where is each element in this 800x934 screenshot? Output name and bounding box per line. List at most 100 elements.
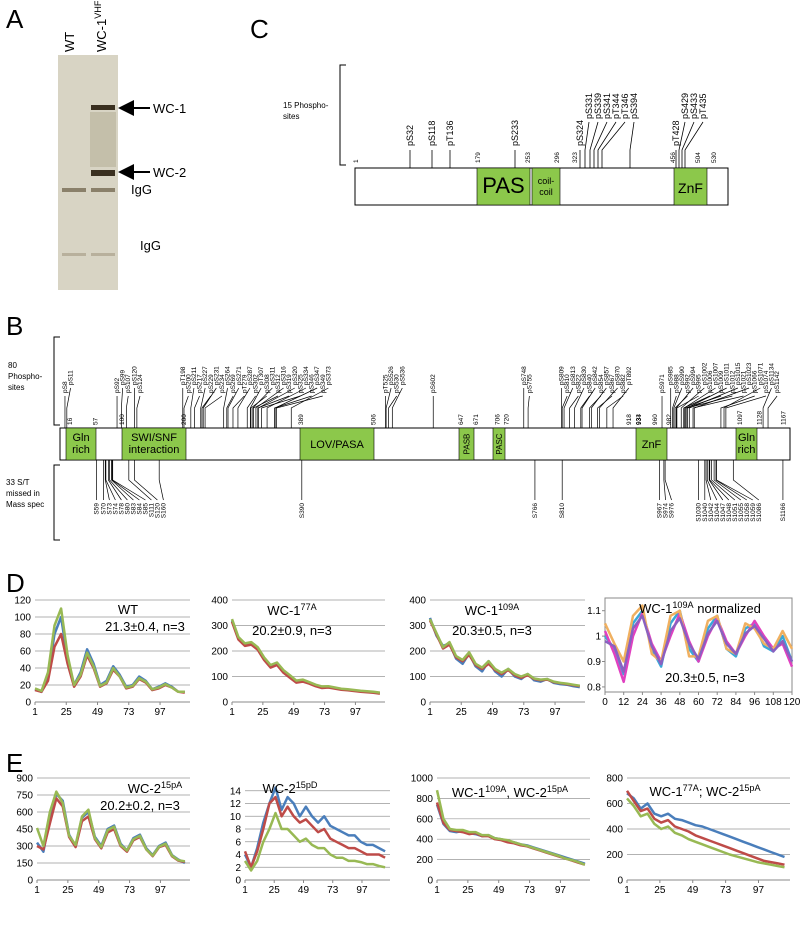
site-label: pS748	[521, 366, 528, 385]
site-label: S78	[118, 503, 125, 515]
site-label: pS995	[696, 374, 703, 393]
x-tick-label: 1	[32, 707, 38, 718]
position-label: 706	[495, 414, 502, 425]
site-line	[692, 395, 744, 428]
site-line	[676, 395, 699, 428]
site-label: pS1074	[763, 370, 770, 393]
site-line	[711, 460, 736, 501]
panel-label: D	[6, 568, 25, 598]
chart-title-part: ; WC-2	[699, 784, 739, 799]
site-label: pS271	[236, 366, 243, 385]
x-tick-label: 49	[487, 707, 499, 718]
site-label: S967	[657, 503, 664, 519]
site-line	[232, 395, 245, 428]
domain	[476, 167, 531, 206]
position-label: 1128	[756, 411, 763, 425]
site-label: pS813	[570, 366, 577, 385]
position-label: 671	[473, 414, 480, 425]
site-label: pS346	[309, 374, 316, 393]
series-line	[34, 607, 185, 694]
band-label: WC-1	[153, 101, 186, 116]
site-label: pS325	[297, 374, 304, 393]
site-line	[253, 395, 279, 428]
chart-annotation: 20.3±0.5, n=3	[665, 670, 745, 685]
site-label: pS810	[564, 374, 571, 393]
series-line	[625, 790, 785, 866]
domain-label-line: PAS	[482, 173, 524, 198]
site-label: pS92	[114, 377, 121, 393]
site-line	[257, 395, 290, 428]
chart-title-part: WT	[118, 602, 138, 617]
position-label: 530	[711, 152, 718, 163]
position-label: 647	[458, 414, 465, 425]
x-tick-label: 0	[602, 697, 608, 708]
site-line	[134, 460, 158, 501]
site-label: pT307	[258, 366, 265, 385]
site-label: pS229	[208, 374, 215, 393]
y-tick-label: 750	[16, 791, 33, 802]
y-tick-label: 6	[235, 837, 241, 848]
x-tick-label: 1	[434, 885, 440, 896]
site-label: pS882	[620, 374, 627, 393]
site-label: pS234	[219, 374, 226, 393]
site-label: pS830	[581, 366, 588, 385]
series-line	[603, 611, 794, 684]
gel-smear	[90, 112, 116, 167]
x-tick-label: 24	[637, 697, 649, 708]
chart-title-part: normalized	[694, 601, 761, 616]
bracket	[53, 464, 60, 541]
gel-band	[91, 188, 115, 192]
site-line	[204, 395, 223, 428]
site-label: S974	[663, 503, 670, 519]
site-label: pT344	[611, 93, 621, 119]
site-label: pT525	[383, 374, 390, 393]
chart-title: WC-215pA	[128, 780, 183, 796]
y-tick-label: 900	[16, 774, 33, 785]
domain	[673, 167, 708, 206]
site-line	[385, 387, 392, 428]
site-line	[709, 460, 730, 501]
site-line	[190, 387, 195, 428]
site-line	[688, 387, 739, 428]
site-line	[290, 387, 329, 428]
site-label: pS1021	[741, 370, 748, 393]
site-label: pS331	[584, 93, 594, 119]
site-line	[599, 387, 618, 428]
site-line	[183, 395, 189, 428]
chart-title-part: 109A	[498, 602, 520, 612]
site-line	[723, 387, 761, 428]
chart-annotation: 20.3±0.5, n=3	[452, 623, 532, 638]
x-tick-label: 97	[154, 707, 166, 718]
x-tick-label: 96	[749, 697, 761, 708]
panel-label: A	[6, 4, 24, 34]
x-tick-label: 73	[524, 885, 536, 896]
x-tick-label: 108	[765, 697, 782, 708]
site-label: pS8	[62, 381, 69, 393]
x-tick-label: 49	[687, 885, 699, 896]
site-label: pS320	[292, 366, 299, 385]
chart-title-part: WC-2	[128, 781, 161, 796]
domain	[121, 427, 187, 461]
x-tick-label: 12	[618, 697, 630, 708]
site-label: pS1066	[752, 370, 759, 393]
site-label: S810	[559, 503, 566, 519]
site-label: pS1012	[729, 370, 736, 393]
site-line	[664, 460, 672, 501]
bracket-label-line: sites	[283, 112, 299, 121]
x-tick-label: 25	[654, 885, 666, 896]
y-tick-label: 60	[20, 647, 32, 658]
site-label: pS308	[264, 374, 271, 393]
gel-band	[91, 253, 115, 256]
site-line	[237, 387, 251, 428]
site-line	[250, 395, 267, 428]
bracket-label-line: sites	[8, 383, 24, 392]
y-tick-label: 100	[14, 613, 31, 624]
domain-label-line: Gln	[72, 432, 89, 444]
y-tick-label: 400	[606, 825, 623, 836]
site-label: pS211	[191, 366, 198, 385]
site-label: pS994	[690, 366, 697, 385]
domain-label-line: PASC	[495, 433, 504, 454]
site-label: S1048	[726, 503, 733, 522]
site-label: pT435	[698, 93, 708, 119]
